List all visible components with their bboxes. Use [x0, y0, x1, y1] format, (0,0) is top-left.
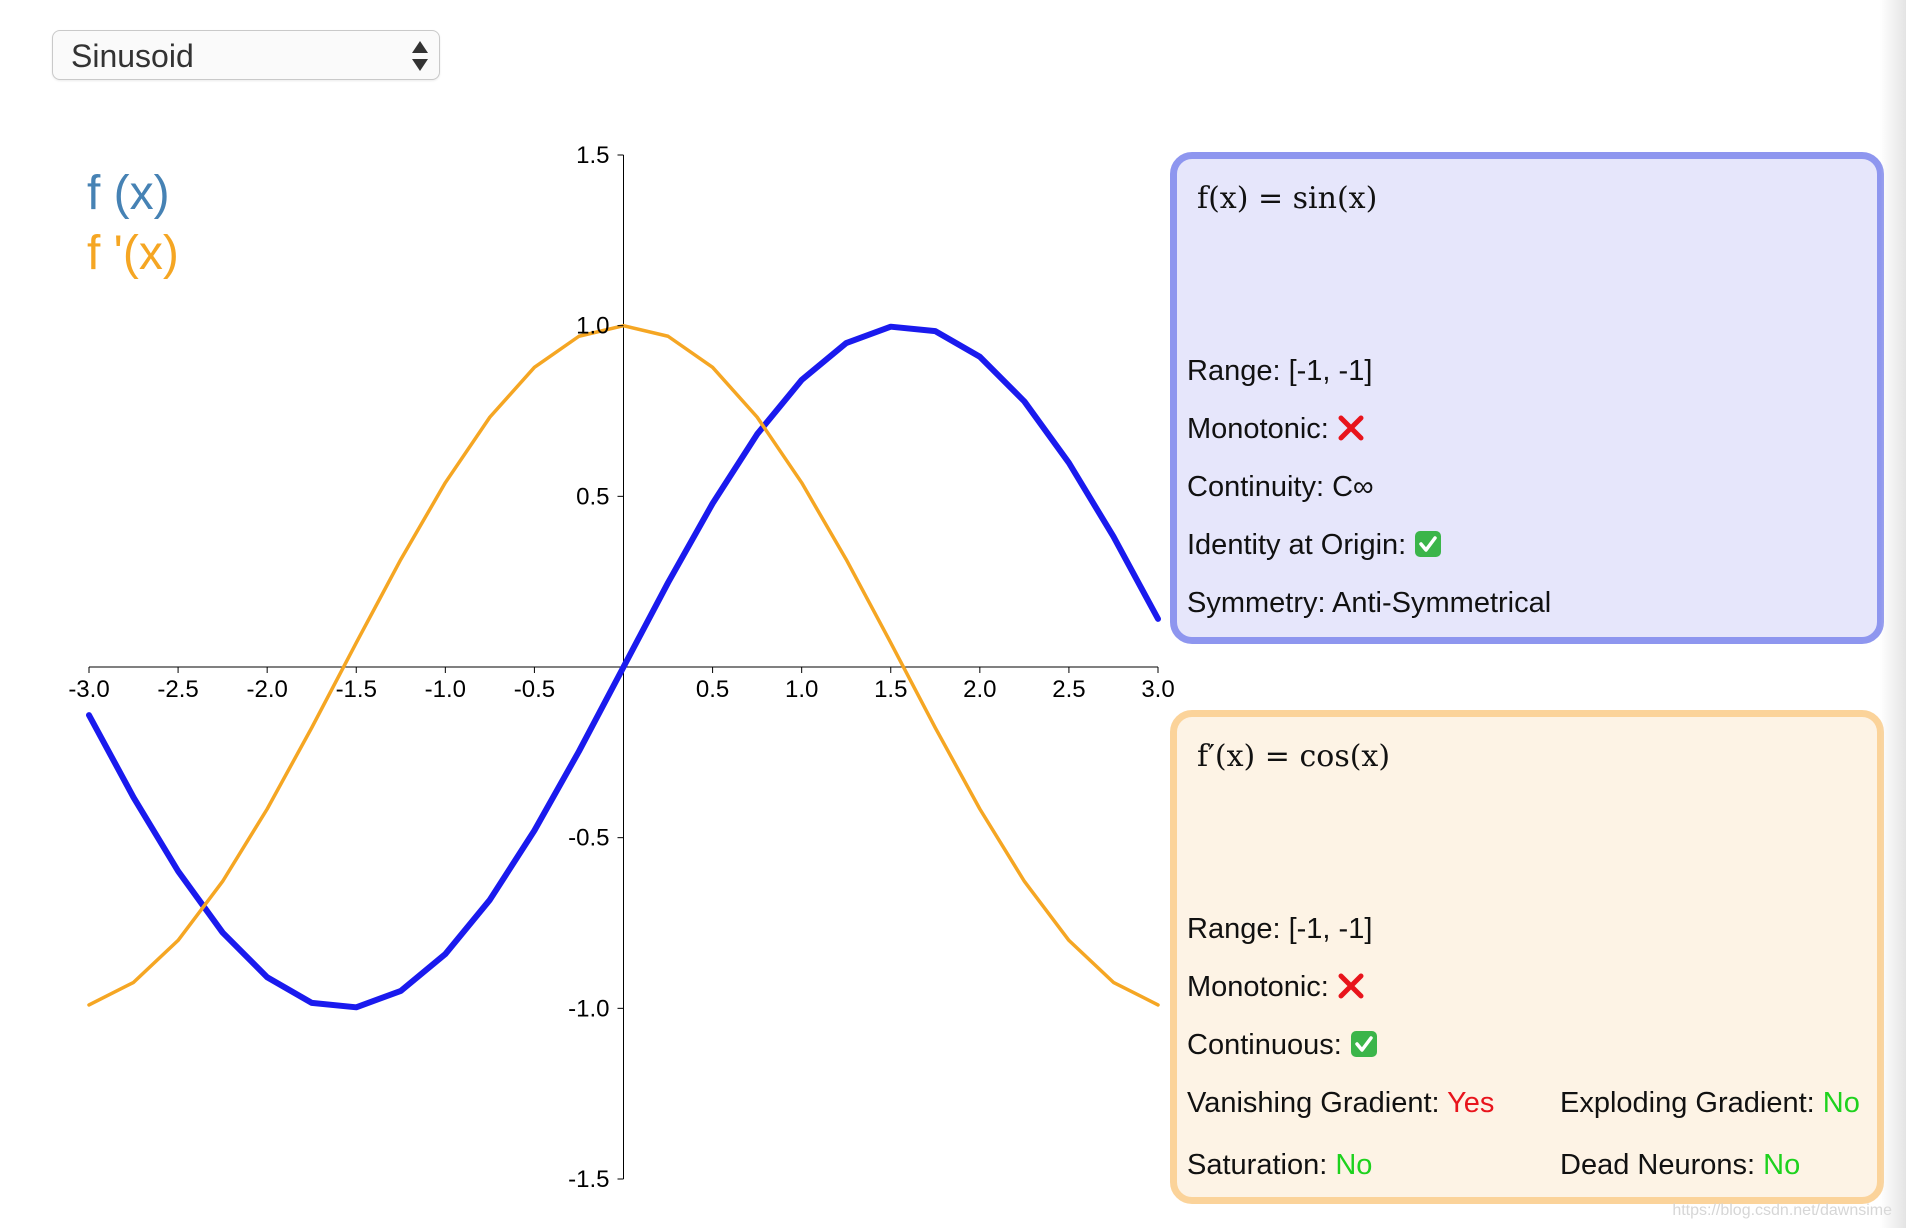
- watermark: https://blog.csdn.net/dawnsime: [1672, 1202, 1892, 1219]
- continuity-row: Continuity: C∞: [1187, 471, 1374, 504]
- vanishing-gradient-row: Vanishing Gradient: Yes: [1187, 1087, 1494, 1120]
- d-range-value: [-1, -1]: [1288, 913, 1373, 945]
- saturation-label: Saturation:: [1187, 1149, 1328, 1181]
- scroll-edge-shadow: [1880, 0, 1906, 1228]
- exploding-value: No: [1822, 1087, 1860, 1119]
- d-continuous-row: Continuous:: [1187, 1029, 1378, 1062]
- x-tick-label: -2.5: [157, 676, 198, 703]
- saturation-row: Saturation: No: [1187, 1149, 1372, 1182]
- continuity-value: C∞: [1332, 471, 1374, 503]
- cross-icon: [1338, 973, 1364, 999]
- x-tick-label: 2.5: [1052, 676, 1085, 703]
- identity-label: Identity at Origin:: [1187, 529, 1407, 561]
- chart-ticks: -3.0 -2.5 -2.0 -1.5 -1.0 -0.5 0.5 1.0 1.5 2.0 2.5 3…: [68, 142, 1174, 1193]
- d-continuous-label: Continuous:: [1187, 1029, 1342, 1061]
- x-tick-label: -3.0: [68, 676, 109, 703]
- legend-fprime: f '(x): [87, 227, 179, 280]
- legend-f: f (x): [87, 167, 170, 220]
- vanishing-value: Yes: [1447, 1087, 1495, 1119]
- y-tick-label: -1.5: [568, 1166, 609, 1193]
- d-range-label: Range:: [1187, 913, 1281, 945]
- series-f-line: [86, 323, 1161, 1011]
- function-select-value: Sinusoid: [71, 38, 194, 74]
- x-tick-label: -0.5: [514, 676, 555, 703]
- function-formula: f(x) = sin(x): [1197, 181, 1378, 216]
- range-label: Range:: [1187, 355, 1281, 387]
- function-properties-panel: f(x) = sin(x) Range: [-1, -1] Monotonic:…: [1170, 152, 1884, 644]
- symmetry-value: Anti-Symmetrical: [1332, 587, 1552, 619]
- x-tick-label: -1.0: [425, 676, 466, 703]
- d-monotonic-row: Monotonic:: [1187, 971, 1365, 1004]
- cross-icon: [1338, 415, 1364, 441]
- y-tick-label: -1.0: [568, 995, 609, 1022]
- derivative-properties-panel: f′(x) = cos(x) Range: [-1, -1] Monotonic…: [1170, 710, 1884, 1204]
- saturation-value: No: [1335, 1149, 1373, 1181]
- vanishing-label: Vanishing Gradient:: [1187, 1087, 1440, 1119]
- x-tick-label: -2.0: [246, 676, 287, 703]
- range-row: Range: [-1, -1]: [1187, 355, 1372, 388]
- x-tick-label: 1.5: [874, 676, 907, 703]
- derivative-formula: f′(x) = cos(x): [1197, 739, 1391, 774]
- symmetry-row: Symmetry: Anti-Symmetrical: [1187, 587, 1551, 620]
- y-tick-label: -0.5: [568, 825, 609, 852]
- exploding-label: Exploding Gradient:: [1560, 1087, 1815, 1119]
- check-icon: [1415, 531, 1442, 557]
- exploding-gradient-row: Exploding Gradient: No: [1560, 1087, 1860, 1120]
- monotonic-label: Monotonic:: [1187, 413, 1329, 445]
- x-tick-label: 0.5: [696, 676, 729, 703]
- monotonic-row: Monotonic:: [1187, 413, 1365, 446]
- symmetry-label: Symmetry:: [1187, 587, 1326, 619]
- x-tick-label: -1.5: [336, 676, 377, 703]
- check-icon: [1350, 1031, 1377, 1057]
- dead-neurons-value: No: [1763, 1149, 1801, 1181]
- function-select[interactable]: Sinusoid: [52, 30, 440, 80]
- dead-neurons-label: Dead Neurons:: [1560, 1149, 1756, 1181]
- y-tick-label: 0.5: [576, 483, 609, 510]
- y-tick-label: 1.5: [576, 142, 609, 169]
- d-range-row: Range: [-1, -1]: [1187, 913, 1372, 946]
- x-tick-label: 2.0: [963, 676, 996, 703]
- continuity-label: Continuity:: [1187, 471, 1325, 503]
- y-tick-label: 1.0: [576, 313, 609, 340]
- x-tick-label: 1.0: [785, 676, 818, 703]
- identity-row: Identity at Origin:: [1187, 529, 1442, 562]
- select-arrows-icon: [412, 41, 428, 71]
- x-tick-label: 3.0: [1141, 676, 1174, 703]
- dead-neurons-row: Dead Neurons: No: [1560, 1149, 1800, 1182]
- range-value: [-1, -1]: [1288, 355, 1373, 387]
- d-monotonic-label: Monotonic:: [1187, 971, 1329, 1003]
